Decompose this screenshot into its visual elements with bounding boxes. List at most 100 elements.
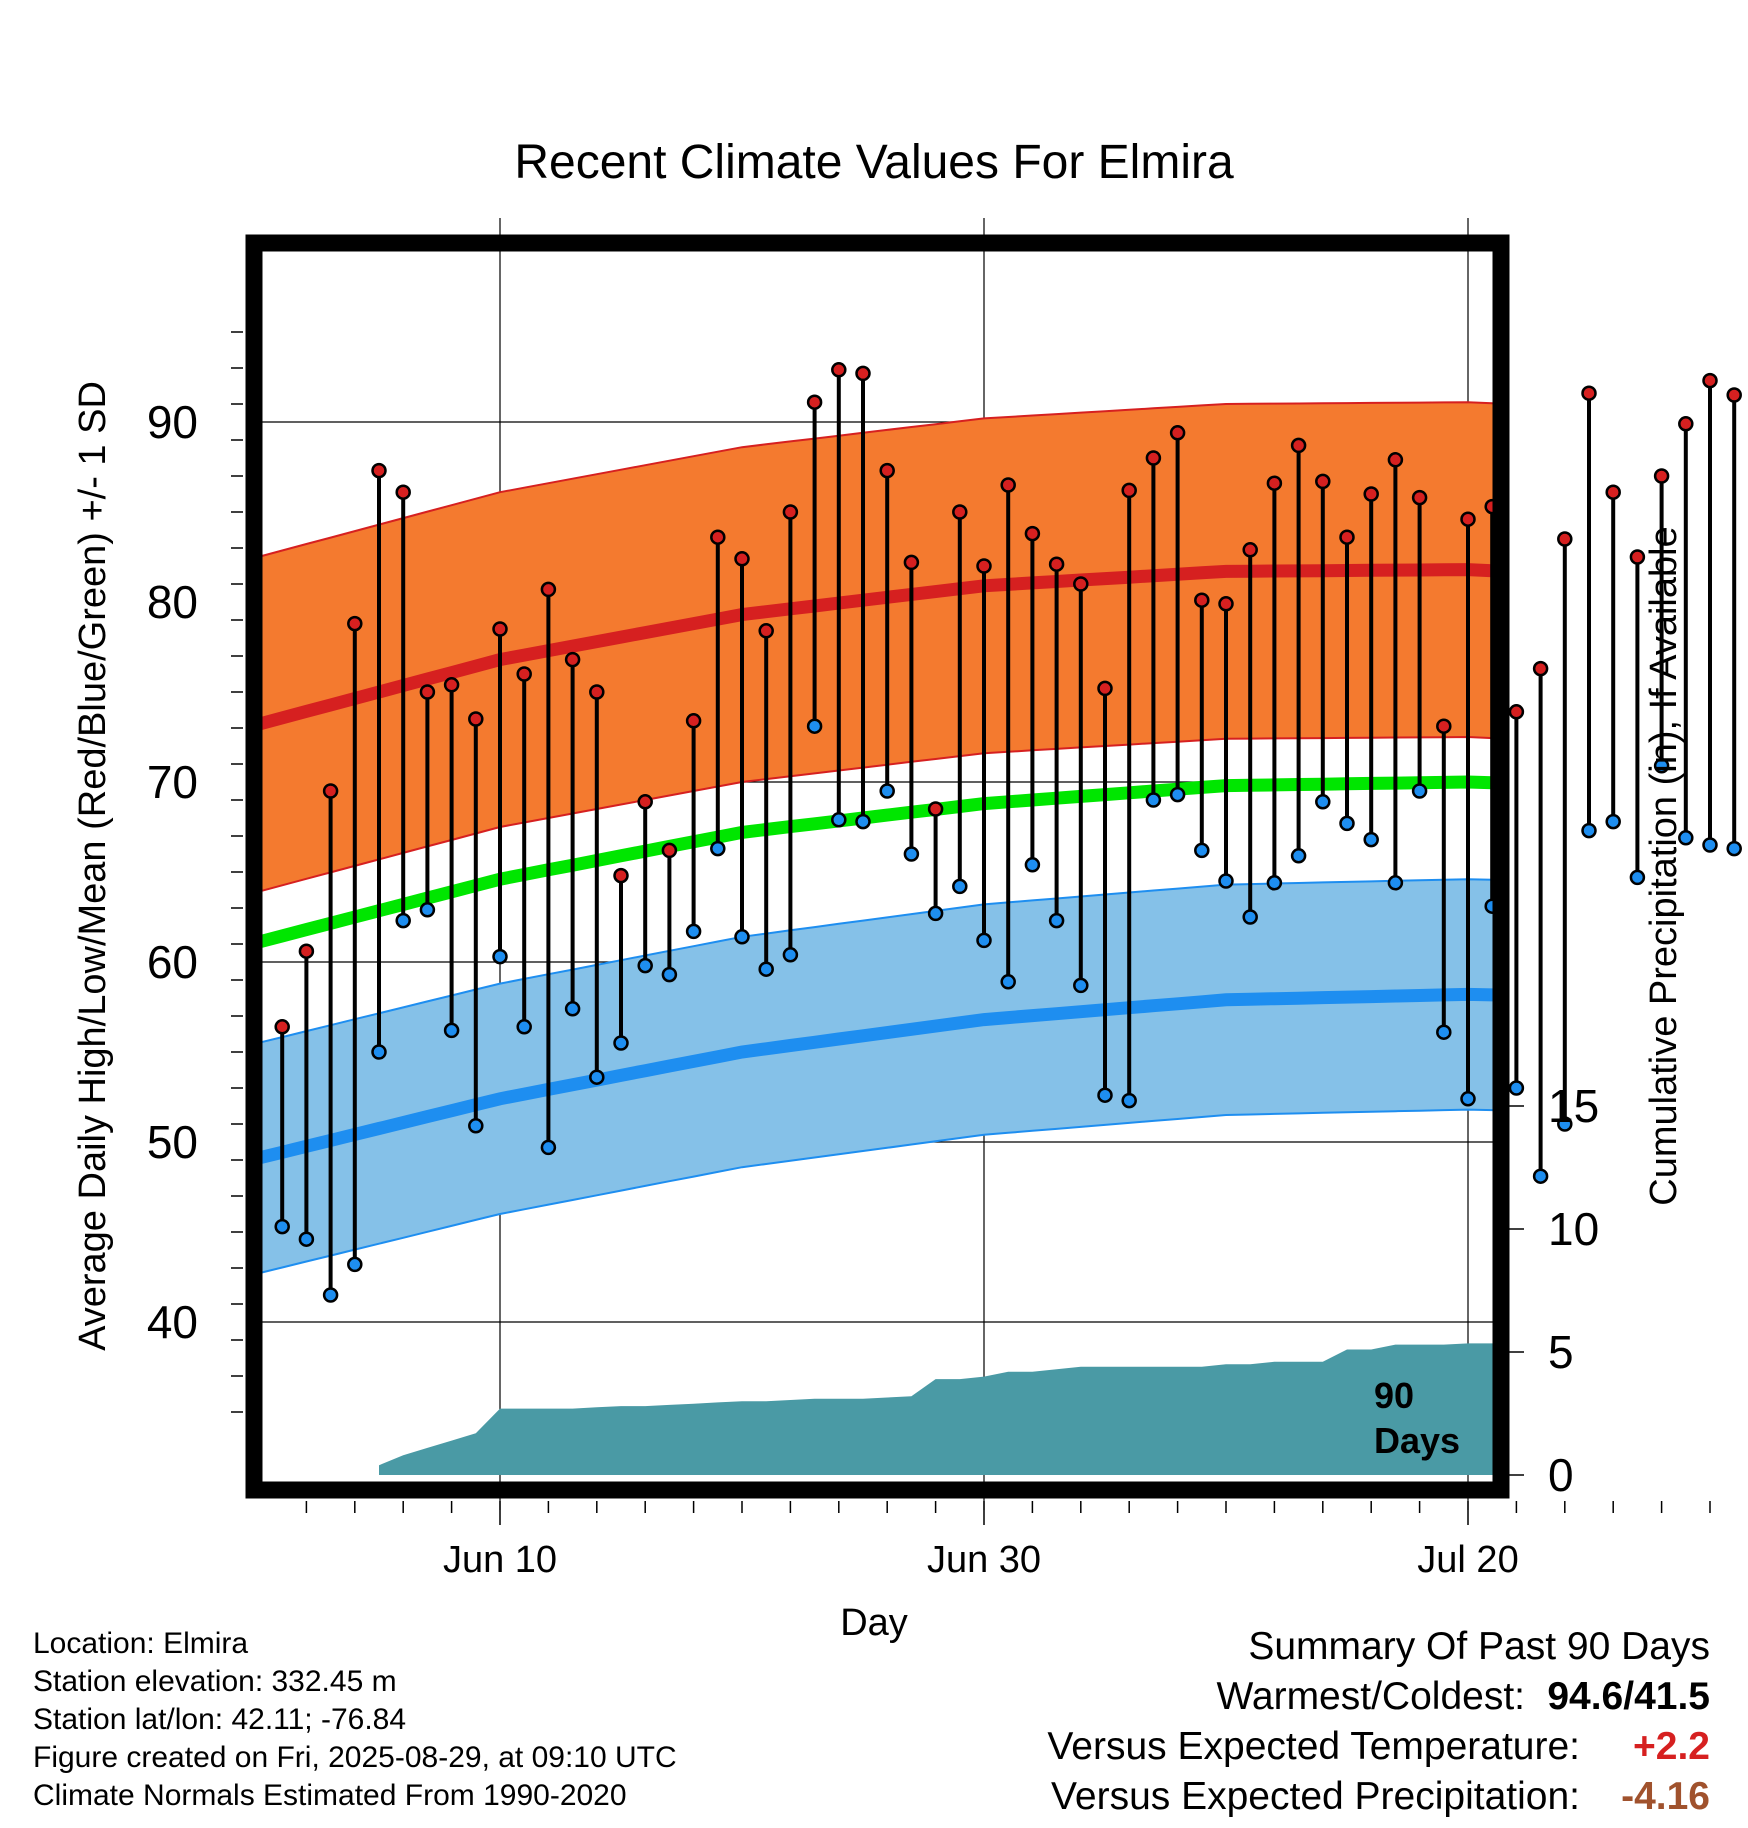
high-point: [1000, 477, 1016, 493]
y-axis-label: Average Daily High/Low/Mean (Red/Blue/Gr…: [72, 381, 114, 1351]
high-band-upper-edge: [262, 401, 1493, 557]
high-point: [1387, 452, 1404, 468]
high-point: [903, 554, 920, 571]
high-point: [1169, 425, 1186, 441]
low-point: [1339, 815, 1355, 832]
daily-points: [274, 362, 1742, 1303]
low-point: [1702, 837, 1718, 853]
high-point: [540, 581, 557, 598]
high-point: [952, 504, 968, 520]
x-tick-label: Jun 30: [927, 1539, 1041, 1581]
y-tick-label: 80: [147, 576, 198, 628]
high-point: [419, 684, 436, 700]
high-point: [1629, 549, 1646, 565]
precip-row: Versus Expected Precipitation: -4.16: [1047, 1772, 1710, 1822]
high-point: [806, 394, 823, 410]
low-point: [613, 1035, 629, 1051]
low-point: [782, 947, 799, 963]
today-label-line1: 90: [1374, 1375, 1414, 1416]
low-point: [540, 1139, 557, 1156]
low-point: [1532, 1168, 1549, 1184]
summary-panel: Summary Of Past 90 Days Warmest/Coldest:…: [1047, 1622, 1710, 1822]
high-point: [976, 558, 992, 574]
low-point: [879, 783, 895, 799]
y2-tick-label: 0: [1548, 1449, 1574, 1501]
low-point: [1436, 1024, 1452, 1040]
low-point: [1726, 840, 1742, 857]
high-point: [371, 462, 387, 479]
high-point: [1218, 596, 1234, 612]
low-point: [1581, 822, 1597, 839]
low-point: [758, 961, 774, 977]
low-point: [1024, 857, 1041, 873]
high-point: [443, 677, 460, 693]
y-tick-label: 90: [147, 396, 198, 448]
low-point: [661, 966, 678, 983]
low-point: [1315, 794, 1331, 810]
high-point: [1048, 556, 1065, 572]
low-point: [855, 813, 871, 830]
high-point: [274, 1019, 290, 1035]
high-point: [613, 867, 629, 884]
low-point: [1678, 830, 1694, 846]
low-point: [516, 1019, 532, 1035]
high-point: [1702, 372, 1718, 389]
high-point: [468, 711, 484, 727]
today-label-line2: Days: [1374, 1420, 1460, 1461]
high-point: [1411, 489, 1428, 506]
high-point: [782, 504, 799, 520]
low-point: [1169, 786, 1186, 803]
precip-area: [379, 1343, 1493, 1475]
high-point: [1726, 387, 1742, 403]
high-point: [322, 783, 339, 799]
high-point: [1024, 525, 1041, 542]
high-point: [1242, 542, 1258, 558]
low-point: [371, 1044, 387, 1060]
high-point: [831, 362, 847, 378]
high-point: [589, 684, 605, 700]
high-point: [637, 794, 653, 810]
low-point: [637, 957, 653, 974]
warmest-label: Warmest/Coldest:: [1216, 1675, 1525, 1718]
low-point: [1557, 1116, 1573, 1132]
high-point: [1508, 704, 1525, 720]
low-point: [274, 1218, 290, 1235]
high-point: [1363, 486, 1379, 502]
high-point: [492, 621, 508, 637]
precip-label: Versus Expected Precipitation:: [1051, 1775, 1580, 1818]
temp-label: Versus Expected Temperature:: [1047, 1725, 1580, 1768]
y2-tick-label: 15: [1548, 1080, 1599, 1132]
low-point: [1145, 792, 1162, 808]
high-point: [1436, 718, 1452, 734]
low-point: [1097, 1087, 1113, 1103]
high-point: [1266, 475, 1283, 491]
plot-frame: [245, 234, 1510, 1499]
y-tick-label: 70: [147, 756, 198, 808]
low-point: [1460, 1091, 1476, 1107]
summary-title: Summary Of Past 90 Days: [1248, 1625, 1710, 1668]
low-point: [1218, 873, 1234, 889]
high-point: [879, 462, 895, 479]
low-point: [468, 1118, 484, 1134]
high-point: [710, 529, 726, 545]
y2-axis-label: Cumulative Precipitation (in), If Availa…: [1643, 526, 1685, 1205]
low-point: [298, 1231, 315, 1247]
low-point: [1266, 875, 1283, 891]
low-point: [492, 948, 508, 965]
chart-title: Recent Climate Values For Elmira: [514, 136, 1234, 189]
warmest-value: 94.6/41.5: [1547, 1675, 1710, 1718]
y-tick-label: 40: [147, 1296, 198, 1348]
high-point: [298, 943, 315, 959]
low-point: [1605, 813, 1621, 830]
plot-border: [245, 234, 1510, 1499]
temp-row: Versus Expected Temperature: +2.2: [1047, 1722, 1710, 1772]
station-info: Location: Elmira Station elevation: 332.…: [33, 1625, 677, 1815]
y2-tick-label: 5: [1548, 1326, 1574, 1378]
daily-range-stems: [280, 369, 1737, 1295]
high-point: [516, 666, 532, 682]
high-point: [734, 551, 750, 567]
high-point: [347, 615, 363, 632]
low-point: [927, 905, 944, 922]
x-tick-label: Jul 20: [1417, 1539, 1518, 1581]
